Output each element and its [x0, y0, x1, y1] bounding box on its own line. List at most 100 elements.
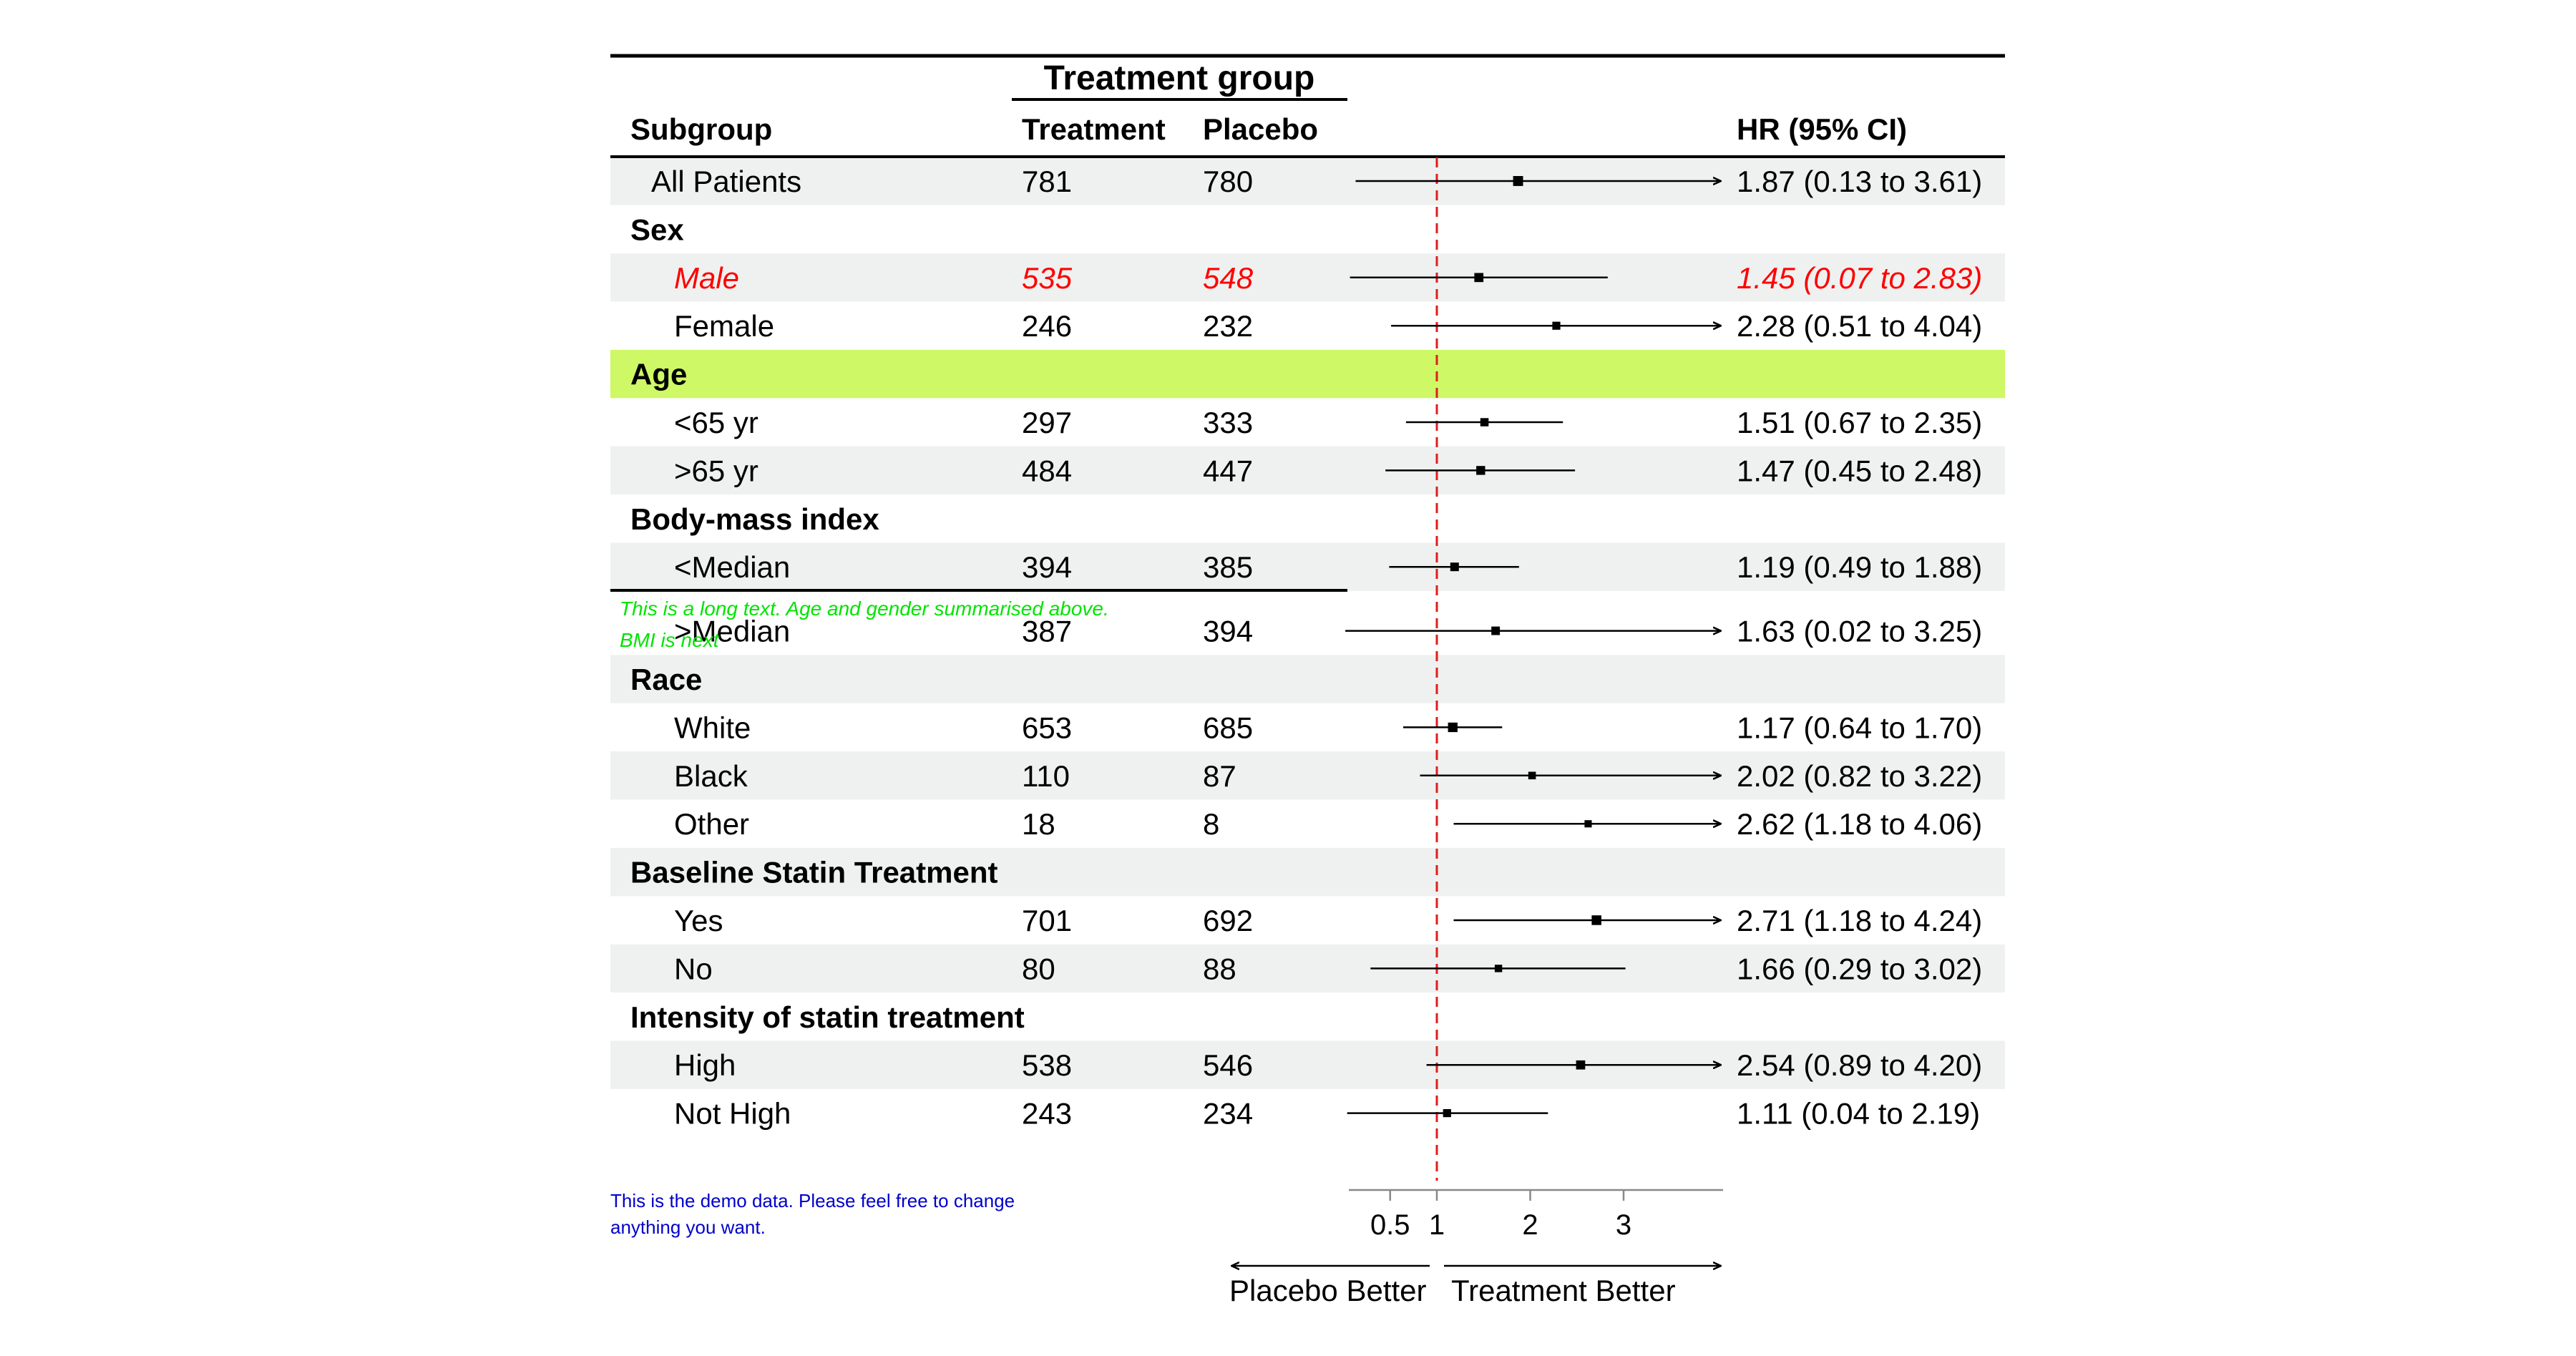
x-axis-ticks: 0.5 1 2 3: [1370, 1190, 1631, 1241]
placebo-count: 548: [1203, 261, 1254, 295]
subgroup-label: High: [674, 1048, 736, 1082]
treatment-count: 18: [1022, 807, 1055, 841]
hr-ci-text: 1.66 (0.29 to 3.02): [1737, 952, 1982, 985]
x-axis-tick-label: 0.5: [1370, 1209, 1410, 1241]
table-row: Black 110 87 2.02 (0.82 to 3.22): [674, 759, 1982, 793]
stripe-band: [610, 157, 2005, 205]
column-header-treatment: Treatment: [1022, 112, 1166, 146]
group-label: Baseline Statin Treatment: [630, 856, 998, 889]
placebo-count: 87: [1203, 759, 1236, 793]
plot-area: [1345, 157, 1720, 1181]
table-rows: All Patients 781 780 1.87 (0.13 to 3.61) Sex…: [630, 165, 1982, 1131]
subgroup-label: All Patients: [651, 165, 801, 198]
table-row: <65 yr 297 333 1.51 (0.67 to 2.35): [674, 406, 1982, 439]
placebo-count: 780: [1203, 165, 1253, 198]
stripe-band: [610, 1040, 2005, 1089]
treatment-count: 243: [1022, 1097, 1072, 1131]
point-estimate: [1494, 965, 1503, 972]
stripe-band: [610, 751, 2005, 800]
point-estimate: [1513, 176, 1523, 186]
placebo-count: 394: [1203, 615, 1253, 648]
treatment-group-title: Treatment group: [1044, 59, 1315, 97]
placebo-count: 88: [1203, 952, 1236, 985]
point-estimate: [1552, 321, 1561, 330]
treatment-count: 535: [1022, 261, 1073, 295]
table-row: Not High 243 234 1.11 (0.04 to 2.19): [674, 1097, 1980, 1131]
treatment-count: 781: [1022, 165, 1072, 198]
hr-ci-text: 1.47 (0.45 to 2.48): [1737, 454, 1982, 487]
subgroup-label: Male: [674, 261, 739, 295]
placebo-count: 685: [1203, 711, 1253, 744]
stripe-band: [610, 847, 2005, 897]
point-estimate: [1448, 722, 1458, 733]
point-estimate: [1443, 1109, 1451, 1118]
hr-ci-text: 1.17 (0.64 to 1.70): [1737, 711, 1982, 744]
subgroup-label: >65 yr: [674, 454, 758, 487]
table-row: No 80 88 1.66 (0.29 to 3.02): [674, 952, 1982, 985]
table-row: Other 18 8 2.62 (1.18 to 4.06): [674, 807, 1982, 841]
inline-footnote-line1: This is a long text. Age and gender summ…: [620, 597, 1109, 620]
stripe-band: [610, 446, 2005, 495]
group-header-row: Intensity of statin treatment: [630, 1000, 1025, 1034]
subgroup-label: Yes: [674, 904, 723, 937]
stripe-band: [610, 253, 2005, 302]
placebo-count: 692: [1203, 904, 1253, 937]
subgroup-label: No: [674, 952, 713, 985]
point-estimate: [1584, 820, 1592, 828]
placebo-count: 8: [1203, 807, 1219, 841]
treatment-better-label: Treatment Better: [1451, 1274, 1676, 1307]
bottom-footnote-line2: anything you want.: [610, 1216, 766, 1238]
column-header-hr: HR (95% CI): [1737, 112, 1907, 146]
hr-ci-text: 2.71 (1.18 to 4.24): [1737, 904, 1982, 937]
table-row: Female 246 232 2.28 (0.51 to 4.04): [674, 309, 1982, 343]
group-label: Age: [630, 358, 687, 391]
subgroup-label: Not High: [674, 1097, 791, 1131]
stripe-band: [610, 542, 2005, 591]
treatment-count: 484: [1022, 454, 1072, 487]
group-label: Body-mass index: [630, 502, 879, 536]
hr-ci-text: 1.87 (0.13 to 3.61): [1737, 165, 1982, 198]
group-label: Sex: [630, 213, 684, 246]
point-estimate: [1480, 418, 1489, 426]
subgroup-label: Female: [674, 309, 774, 343]
table-row: >65 yr 484 447 1.47 (0.45 to 2.48): [674, 454, 1982, 487]
column-header-placebo: Placebo: [1203, 112, 1318, 146]
treatment-count: 653: [1022, 711, 1072, 744]
treatment-count: 297: [1022, 406, 1072, 439]
hr-ci-text: 2.02 (0.82 to 3.22): [1737, 759, 1982, 793]
placebo-count: 385: [1203, 550, 1253, 584]
hr-ci-text: 1.63 (0.02 to 3.25): [1737, 615, 1982, 648]
inline-footnote-line2: BMI is next: [620, 629, 720, 651]
highlight-band: [610, 349, 2005, 399]
group-header-row: Sex: [630, 213, 684, 246]
treatment-count: 701: [1022, 904, 1072, 937]
hr-ci-text: 1.11 (0.04 to 2.19): [1737, 1097, 1980, 1131]
subgroup-label: Other: [674, 807, 749, 841]
hr-ci-text: 2.54 (0.89 to 4.20): [1737, 1048, 1982, 1082]
bottom-footnote-line1: This is the demo data. Please feel free …: [610, 1190, 1015, 1211]
placebo-count: 447: [1203, 454, 1253, 487]
hr-ci-text: 1.45 (0.07 to 2.83): [1737, 261, 1982, 295]
table-row: All Patients 781 780 1.87 (0.13 to 3.61): [651, 165, 1982, 198]
point-estimate: [1476, 466, 1485, 475]
placebo-count: 232: [1203, 309, 1253, 343]
column-header-subgroup: Subgroup: [630, 112, 772, 146]
group-label: Intensity of statin treatment: [630, 1000, 1025, 1034]
group-label: Race: [630, 663, 702, 696]
subgroup-label: >Median: [674, 615, 790, 648]
group-header-row: Race: [630, 663, 702, 696]
placebo-count: 546: [1203, 1048, 1253, 1082]
point-estimate: [1450, 562, 1459, 572]
point-estimate: [1591, 915, 1601, 925]
hr-ci-text: 2.28 (0.51 to 4.04): [1737, 309, 1982, 343]
treatment-count: 80: [1022, 952, 1055, 985]
point-estimate: [1474, 273, 1484, 283]
placebo-better-label: Placebo Better: [1229, 1274, 1427, 1307]
treatment-count: 394: [1022, 550, 1072, 584]
hr-ci-text: 1.19 (0.49 to 1.88): [1737, 550, 1982, 584]
x-axis-tick-label: 2: [1522, 1209, 1538, 1241]
table-row: <Median 394 385 1.19 (0.49 to 1.88): [674, 550, 1982, 584]
table-row: Male 535 548 1.45 (0.07 to 2.83): [674, 261, 1982, 295]
stripe-band: [610, 655, 2005, 703]
